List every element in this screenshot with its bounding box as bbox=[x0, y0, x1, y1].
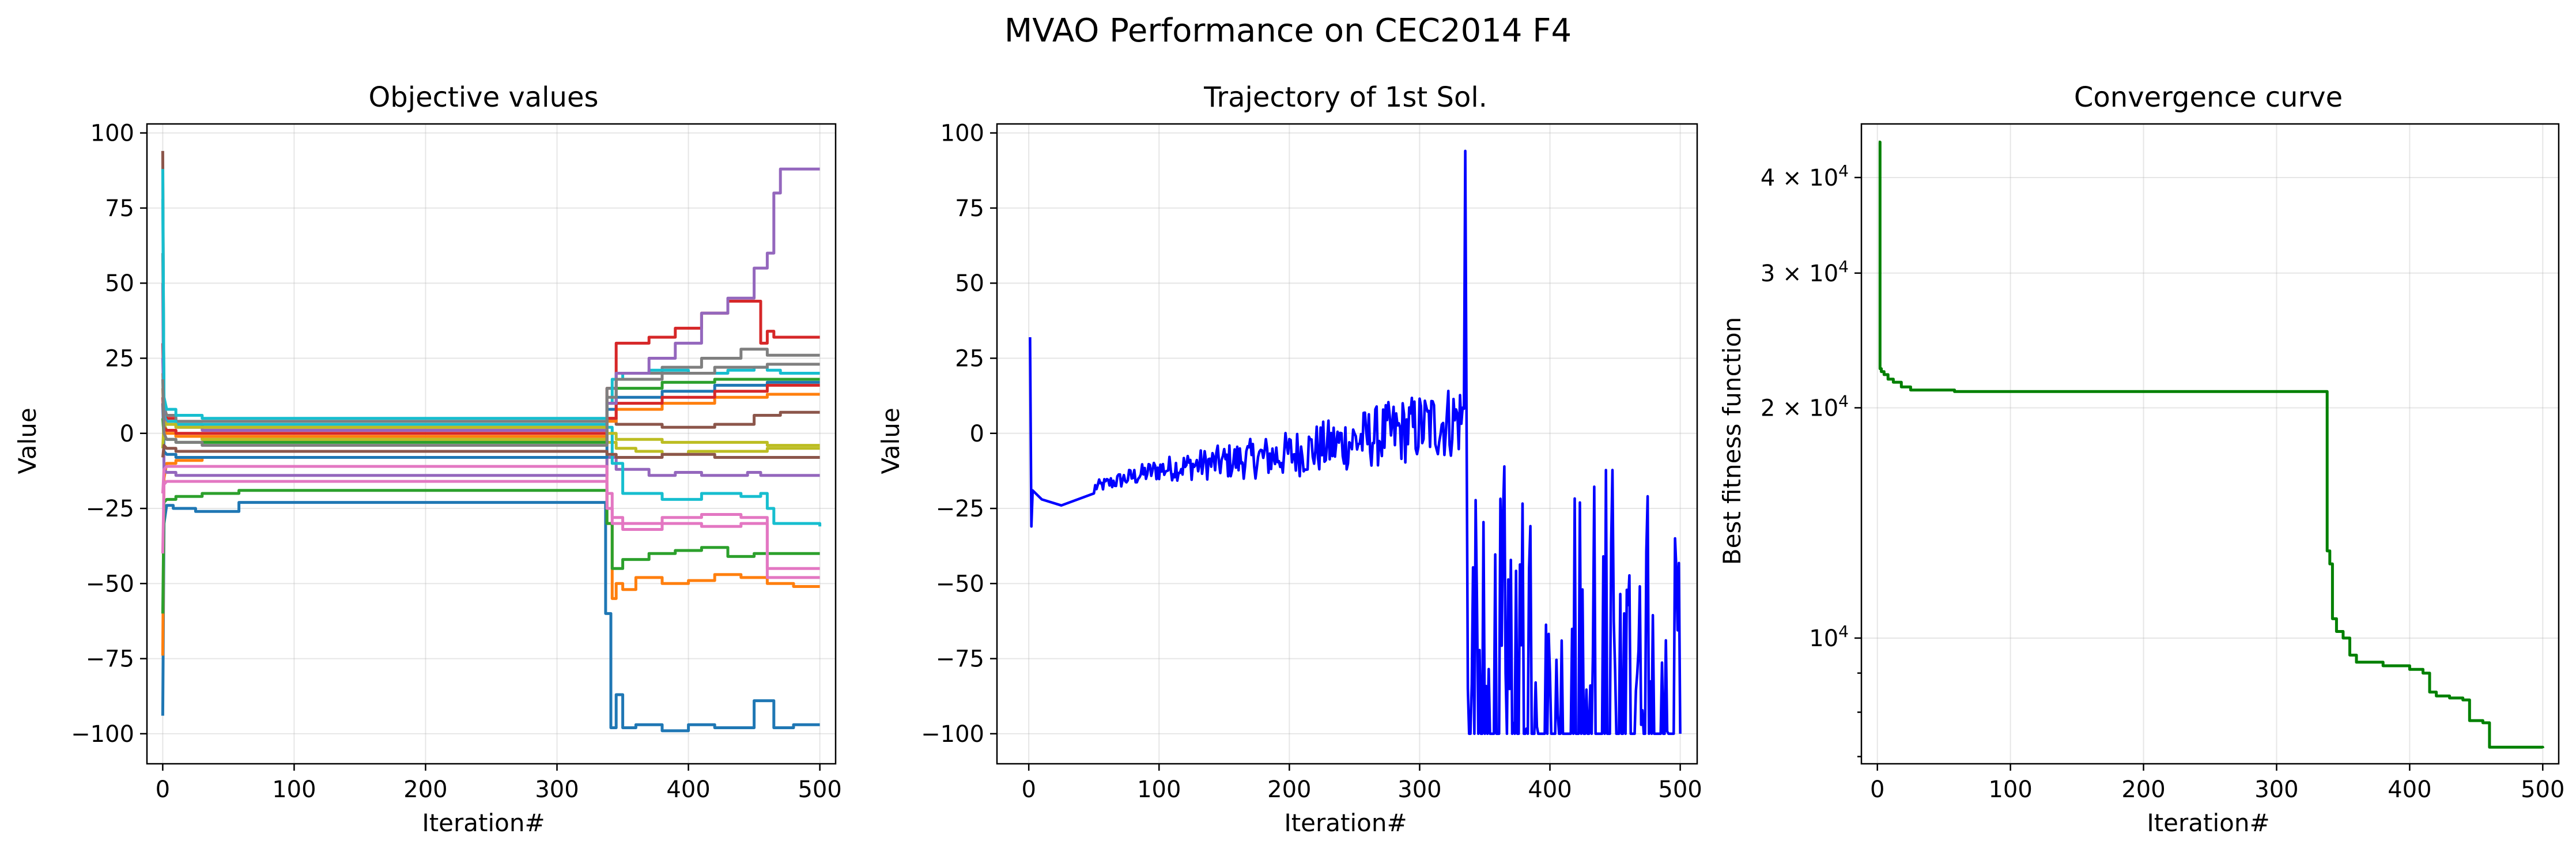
x-tick-label: 100 bbox=[272, 776, 316, 803]
y-tick-label: −50 bbox=[86, 571, 134, 597]
convergence-xlabel: Iteration# bbox=[2147, 809, 2269, 837]
x-tick-label: 400 bbox=[1528, 776, 1572, 803]
objective-values-ylabel: Value bbox=[13, 408, 41, 474]
objective-series-line bbox=[161, 199, 822, 527]
y-tick-label: −75 bbox=[86, 646, 134, 673]
x-tick-label: 0 bbox=[1870, 776, 1884, 803]
x-tick-label: 500 bbox=[2521, 776, 2564, 803]
x-tick-label: 100 bbox=[1137, 776, 1181, 803]
figure-title: MVAO Performance on CEC2014 F4 bbox=[1004, 12, 1572, 50]
y-tick-label: 104 bbox=[1809, 622, 1849, 652]
trajectory-chart: Trajectory of 1st Sol. Iteration# Value … bbox=[877, 81, 1702, 837]
convergence-chart: Convergence curve Iteration# Best fitnes… bbox=[1718, 81, 2564, 837]
axes-frame bbox=[1860, 123, 2560, 765]
x-tick-label: 500 bbox=[798, 776, 841, 803]
y-tick-label: 100 bbox=[940, 120, 984, 147]
y-tick-label: 0 bbox=[120, 421, 134, 447]
convergence-ylabel: Best fitness function bbox=[1718, 317, 1746, 565]
x-tick-label: 0 bbox=[1021, 776, 1036, 803]
y-tick-label: −50 bbox=[936, 571, 984, 597]
y-tick-label: 100 bbox=[90, 120, 134, 147]
trajectory-title: Trajectory of 1st Sol. bbox=[1203, 81, 1487, 114]
x-tick-label: 400 bbox=[666, 776, 710, 803]
x-tick-label: 200 bbox=[1267, 776, 1311, 803]
convergence-title: Convergence curve bbox=[2074, 81, 2343, 114]
objective-series-line bbox=[161, 489, 820, 614]
y-tick-label: −100 bbox=[71, 721, 134, 748]
plot-area bbox=[1878, 141, 2544, 749]
x-tick-label: 300 bbox=[535, 776, 579, 803]
y-tick-label: 4 × 104 bbox=[1761, 161, 1849, 191]
y-tick-label: 75 bbox=[955, 195, 984, 222]
plot-area bbox=[1029, 149, 1682, 736]
x-tick-label: 0 bbox=[156, 776, 170, 803]
y-tick-label: −25 bbox=[936, 496, 984, 522]
x-tick-label: 300 bbox=[2254, 776, 2298, 803]
y-tick-label: 75 bbox=[105, 195, 134, 222]
objective-series-line bbox=[161, 444, 820, 459]
y-tick-label: 2 × 104 bbox=[1761, 391, 1849, 421]
objective-values-title: Objective values bbox=[369, 81, 599, 114]
trajectory-ylabel: Value bbox=[877, 408, 905, 474]
y-tick-label: −25 bbox=[86, 496, 134, 522]
trajectory-line bbox=[1029, 149, 1682, 736]
y-tick-label: 50 bbox=[955, 270, 984, 297]
objective-series-line bbox=[161, 465, 820, 579]
objective-series-line bbox=[161, 283, 820, 477]
y-tick-label: 3 × 104 bbox=[1761, 257, 1849, 287]
y-tick-label: −75 bbox=[936, 646, 984, 673]
x-tick-label: 500 bbox=[1658, 776, 1702, 803]
axes-frame bbox=[146, 123, 837, 765]
y-tick-label: 0 bbox=[970, 421, 984, 447]
objective-series-line bbox=[161, 456, 820, 656]
y-tick-label: 25 bbox=[105, 345, 134, 372]
y-tick-label: 25 bbox=[955, 345, 984, 372]
objective-series-line bbox=[161, 300, 820, 429]
objective-series-line bbox=[161, 501, 820, 733]
x-tick-label: 300 bbox=[1397, 776, 1441, 803]
objective-series-line bbox=[161, 363, 820, 447]
axes-frame bbox=[996, 123, 1698, 765]
plot-area bbox=[161, 150, 822, 733]
x-tick-label: 400 bbox=[2388, 776, 2431, 803]
objective-series-line bbox=[161, 480, 820, 570]
convergence-line bbox=[1878, 141, 2544, 749]
y-tick-label: −100 bbox=[921, 721, 984, 748]
trajectory-xlabel: Iteration# bbox=[1284, 809, 1407, 837]
x-tick-label: 200 bbox=[403, 776, 447, 803]
x-tick-label: 100 bbox=[1988, 776, 2032, 803]
objective-values-xlabel: Iteration# bbox=[422, 809, 545, 837]
objective-values-chart: Objective values Iteration# Value 0 100 20… bbox=[13, 81, 842, 837]
x-tick-label: 200 bbox=[2121, 776, 2165, 803]
y-tick-label: 50 bbox=[105, 270, 134, 297]
